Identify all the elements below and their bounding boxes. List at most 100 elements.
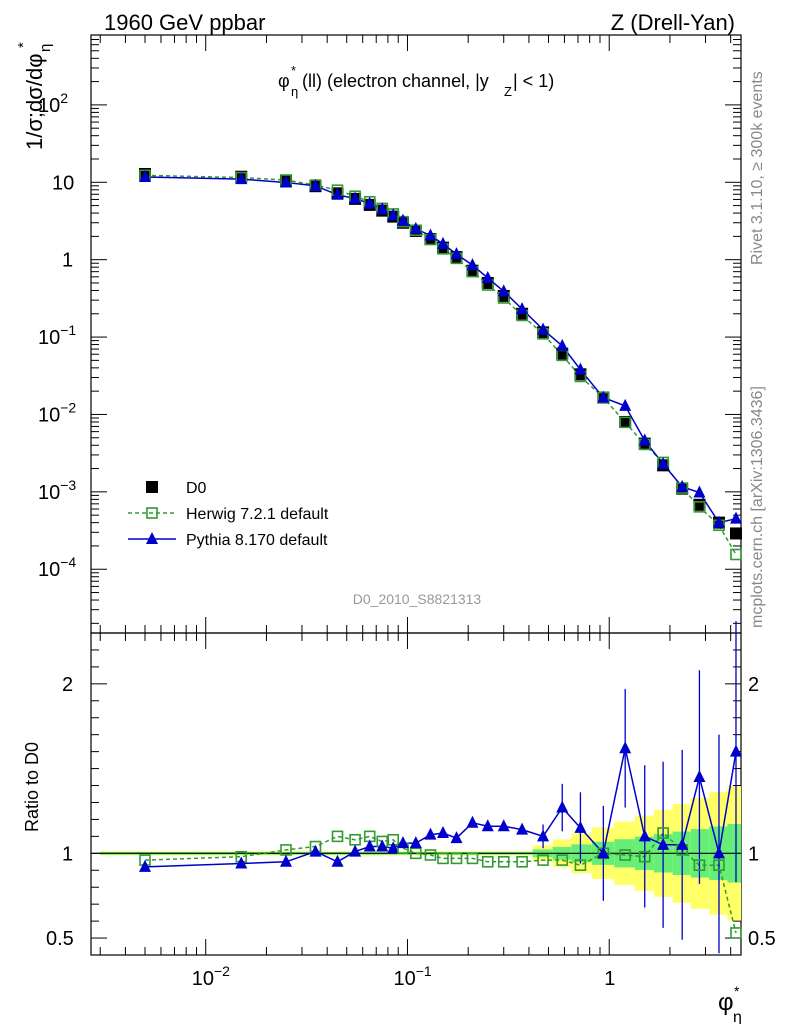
pythia-point [729, 511, 742, 524]
svg-text:Z: Z [504, 84, 512, 99]
pythia-ratio-point [424, 827, 437, 840]
pythia-ratio-point [363, 839, 376, 852]
pythia-ratio-point [676, 837, 689, 850]
pythia-point [309, 178, 322, 191]
x-tick-label: 10−1 [393, 963, 431, 990]
pythia-ratio-point [396, 836, 409, 849]
pythia-point [387, 208, 400, 221]
pythia-ratio-point [349, 844, 362, 857]
pythia-point [619, 398, 632, 411]
pythia-ratio-point [556, 800, 569, 813]
x-tick-exponent: −2 [214, 963, 230, 979]
herwig-ratio-point [730, 927, 742, 939]
ratio-axis-title: Ratio to D0 [22, 742, 42, 832]
pythia-ratio-point [309, 844, 322, 857]
svg-text:*: * [15, 42, 32, 48]
pythia-point [481, 270, 494, 283]
pythia-point [712, 515, 725, 528]
svg-text:η: η [733, 1009, 742, 1024]
svg-text:*: * [291, 63, 296, 78]
herwig-ratio-line [144, 831, 737, 934]
pythia-ratio-point [436, 825, 449, 838]
pythia-point [638, 433, 651, 446]
pythia-point [363, 196, 376, 209]
d0-point [619, 415, 632, 428]
process-label: Z (Drell-Yan) [611, 10, 735, 35]
legend-pythia-marker [146, 532, 158, 544]
pythia-point [693, 485, 706, 498]
herwig-ratio-point [481, 855, 494, 868]
herwig-ratio-point [466, 852, 479, 865]
ratio-tick-label: 1 [62, 843, 73, 865]
herwig-point [619, 416, 631, 429]
y-tick-exponent: −3 [60, 477, 76, 493]
analysis-id: D0_2010_S8821313 [353, 591, 482, 607]
y-tick-label: 102 [38, 90, 68, 117]
pythia-ratio-point [712, 846, 725, 859]
herwig-ratio-point [556, 854, 569, 866]
svg-text:φ: φ [278, 71, 290, 91]
pythia-point [409, 221, 422, 234]
svg-text:1/σ;dσ/dφ: 1/σ;dσ/dφ [22, 54, 47, 150]
pythia-ratio-point [409, 836, 422, 849]
legend-label: D0 [186, 480, 207, 497]
y-tick-exponent: −4 [60, 554, 76, 570]
pythia-ratio-point [729, 744, 742, 757]
herwig-ratio-point [693, 859, 706, 871]
pythia-point [349, 191, 362, 204]
pythia-ratio-point [497, 819, 510, 832]
herwig-ratio-point [497, 855, 510, 868]
svg-text:η: η [291, 84, 298, 99]
pythia-ratio-point [138, 859, 151, 872]
herwig-ratio-point [331, 830, 344, 843]
herwig-ratio-point [619, 849, 631, 861]
pythia-ratio-point [638, 829, 651, 842]
pythia-point [396, 213, 409, 226]
pythia-point [450, 247, 463, 260]
pythia-ratio-point [619, 741, 632, 754]
y-tick-label: 10−2 [38, 399, 76, 426]
rivet-label: Rivet 3.1.10, ≥ 300k events [749, 71, 766, 265]
herwig-point [693, 501, 706, 513]
pythia-line [144, 176, 737, 524]
herwig-ratio-point [574, 859, 587, 871]
herwig-ratio-point [437, 852, 449, 865]
legend: D0 Herwig 7.2.1 default Pythia 8.170 defau… [128, 480, 329, 549]
pythia-point [497, 284, 510, 297]
svg-text:φ: φ [718, 989, 734, 1016]
ratio-tick-label: 0.5 [46, 928, 74, 950]
y-tick-label: 1 [62, 250, 73, 272]
d0-point [729, 527, 742, 540]
y-tick-label: 10−1 [38, 322, 76, 349]
pythia-point [516, 302, 529, 315]
herwig-line [144, 174, 737, 555]
ratio-panel-frame [90, 632, 742, 956]
pythia-ratio-point [235, 856, 248, 869]
pythia-point [537, 322, 550, 335]
svg-text:(ll) (electron channel, |y: (ll) (electron channel, |y [302, 71, 489, 91]
svg-text:| < 1): | < 1) [513, 71, 554, 91]
pythia-point [280, 175, 293, 188]
herwig-ratio-point [424, 849, 437, 861]
y-axis-title: 1/σ;dσ/dφ η * [15, 42, 54, 150]
pythia-ratio-point [450, 831, 463, 844]
herwig-ratio-point [537, 854, 549, 866]
pythia-ratio-point [481, 819, 494, 832]
herwig-point [730, 548, 742, 561]
pythia-point [138, 170, 151, 183]
ratio-tick-label-right: 2 [748, 674, 759, 696]
pythia-point [657, 456, 670, 469]
herwig-ratio-point [516, 855, 528, 868]
y-tick-exponent: −1 [60, 322, 76, 338]
ratio-tick-label-right: 1 [748, 843, 759, 865]
y-tick-exponent: −2 [60, 399, 76, 415]
pythia-ratio-point [466, 815, 479, 828]
pythia-point [235, 172, 248, 185]
pythia-ratio-point [657, 837, 670, 850]
legend-herwig-marker [146, 507, 158, 519]
pythia-ratio-point [331, 854, 344, 867]
herwig-ratio-point [450, 852, 463, 865]
x-tick-label: 10−2 [192, 963, 230, 990]
pythia-ratio-point [597, 846, 610, 859]
